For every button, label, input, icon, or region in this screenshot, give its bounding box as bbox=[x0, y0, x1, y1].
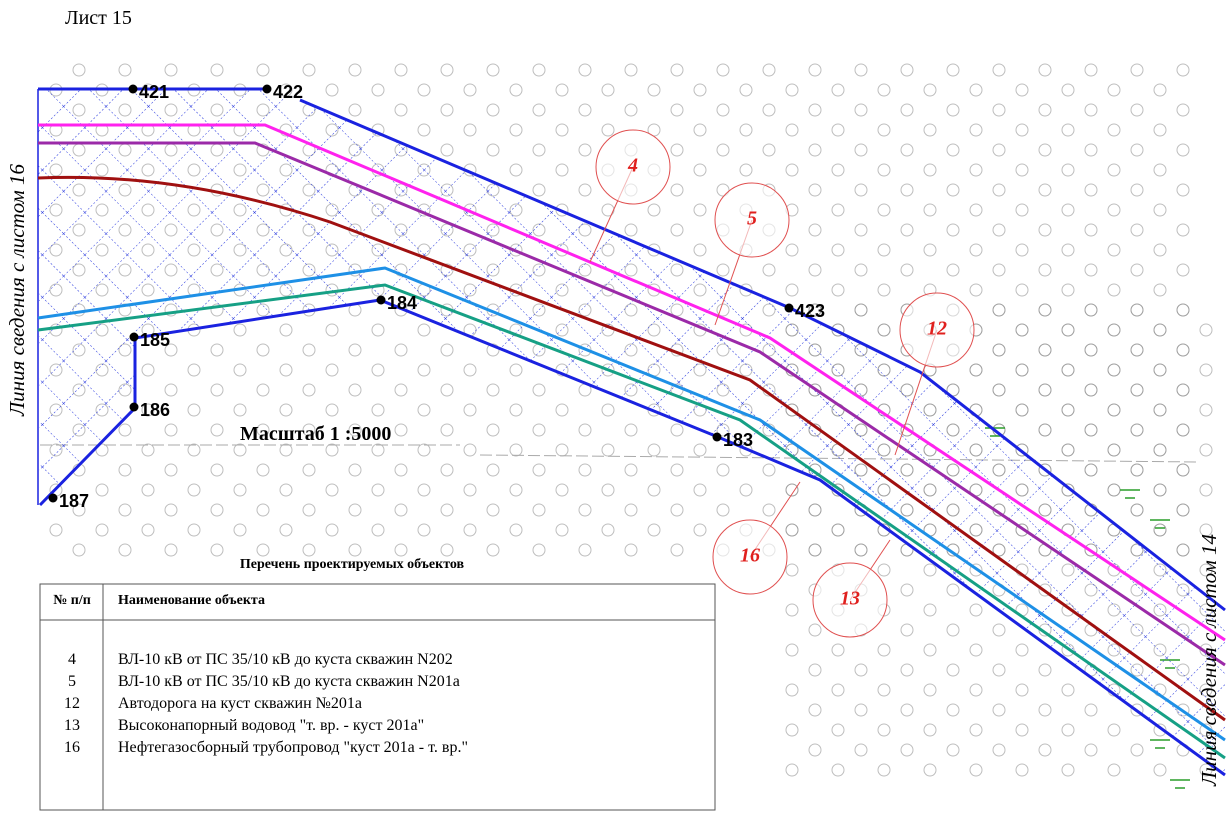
row-name: ВЛ-10 кВ от ПС 35/10 кВ до куста скважин… bbox=[118, 673, 460, 690]
callout-label: 13 bbox=[840, 588, 860, 610]
point-label: 183 bbox=[723, 430, 753, 450]
row-number: 13 bbox=[64, 717, 80, 734]
point-label: 186 bbox=[140, 400, 170, 420]
point-marker bbox=[784, 303, 794, 313]
point-label: 422 bbox=[273, 82, 303, 102]
point-label: 187 bbox=[59, 491, 89, 511]
row-number: 12 bbox=[64, 695, 80, 712]
legend-table: Перечень проектируемых объектов № п/п На… bbox=[39, 557, 716, 811]
right-edge-label: Линия сведения с листом 14 bbox=[1197, 533, 1221, 787]
point-label: 185 bbox=[140, 330, 170, 350]
scale-label: Масштаб 1 :5000 bbox=[240, 423, 391, 445]
callout-circle bbox=[899, 292, 975, 368]
callouts: 4 5 12 16 13 bbox=[589, 129, 975, 638]
point-marker bbox=[129, 332, 139, 342]
row-number: 4 bbox=[68, 651, 76, 668]
callout-circle bbox=[595, 129, 671, 205]
point-label: 421 bbox=[139, 82, 169, 102]
table-title: Перечень проектируемых объектов bbox=[240, 557, 465, 572]
callout-label: 5 bbox=[747, 208, 757, 230]
table-header: № п/п bbox=[53, 593, 91, 608]
point-marker bbox=[712, 432, 722, 442]
point-marker bbox=[128, 84, 138, 94]
row-name: ВЛ-10 кВ от ПС 35/10 кВ до куста скважин… bbox=[118, 651, 453, 668]
point-label: 184 bbox=[387, 293, 417, 313]
point-marker bbox=[376, 295, 386, 305]
route-lines bbox=[37, 87, 1226, 777]
point-marker bbox=[48, 493, 58, 503]
table-header: Наименование объекта bbox=[118, 593, 265, 608]
point-marker bbox=[262, 84, 272, 94]
row-number: 5 bbox=[68, 673, 76, 690]
sheet-title: Лист 15 bbox=[65, 7, 132, 29]
row-name: Нефтегазосборный трубопровод "куст 201а … bbox=[118, 739, 468, 756]
callout-circle bbox=[712, 519, 788, 595]
left-edge-label: Линия сведения с листом 16 bbox=[5, 163, 29, 417]
callout-label: 4 bbox=[627, 155, 638, 177]
callout-circle bbox=[714, 182, 790, 258]
point-label: 423 bbox=[795, 301, 825, 321]
survey-points: 421 422 423 184 185 186 187 183 bbox=[48, 82, 825, 511]
row-number: 16 bbox=[64, 739, 80, 756]
callout-circle bbox=[812, 562, 888, 638]
callout-label: 16 bbox=[740, 545, 760, 567]
callout-label: 12 bbox=[927, 318, 947, 340]
row-name: Высоконапорный водовод "т. вр. - куст 20… bbox=[118, 717, 424, 734]
row-name: Автодорога на куст скважин №201а bbox=[118, 695, 362, 712]
point-marker bbox=[129, 402, 139, 412]
